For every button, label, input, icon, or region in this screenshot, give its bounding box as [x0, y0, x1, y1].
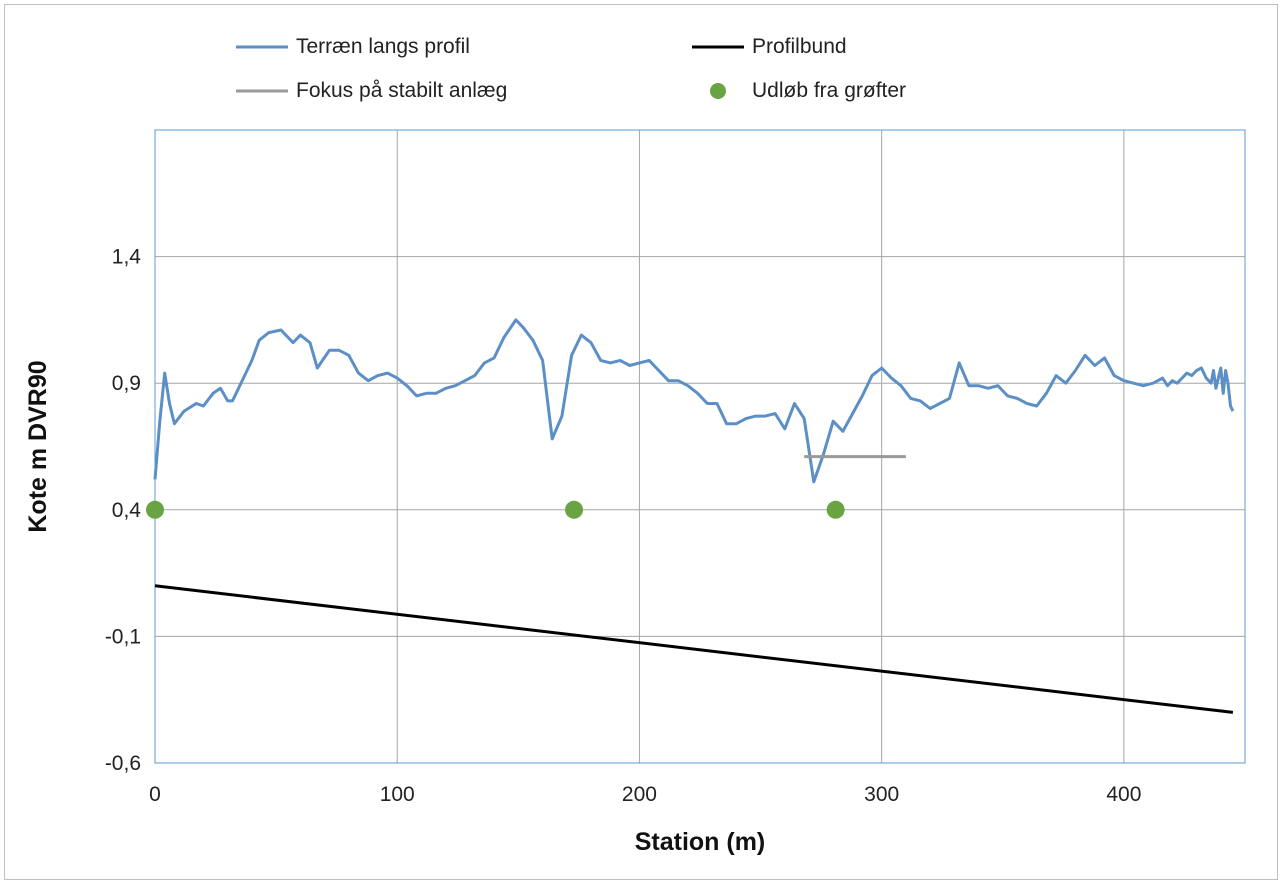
scatter-point [146, 500, 164, 519]
legend-label-terraen: Terræn langs profil [296, 35, 470, 58]
legend-item-fokus: Fokus på stabilt anlæg [236, 78, 507, 104]
scatter-point [565, 500, 584, 519]
x-tick-label: 400 [1106, 783, 1141, 806]
chart-frame [4, 4, 1278, 880]
x-tick-label: 100 [380, 783, 415, 806]
scatter-point [826, 500, 845, 519]
series-line-profilbund [154, 584, 1234, 714]
y-axis-label: Kote m DVR90 [24, 360, 52, 532]
legend-label-udlob: Udløb fra grøfter [752, 79, 907, 102]
legend-swatch-fokus [236, 78, 288, 104]
plot-area-border [154, 129, 1246, 764]
y-tick-label: -0,6 [105, 752, 141, 775]
x-tick-label: 200 [622, 783, 657, 806]
legend-item-udlob: Udløb fra grøfter [692, 78, 906, 104]
legend-swatch-udlob [692, 78, 744, 104]
series-line-terr-n-langs-profil [153, 318, 1235, 484]
y-tick-label: -0,1 [105, 625, 141, 648]
x-tick-label: 0 [149, 783, 161, 806]
x-axis-label: Station (m) [635, 828, 766, 856]
grid [155, 130, 1245, 763]
legend-item-profilbund: Profilbund [692, 34, 847, 60]
x-axis-ticks: 0 100 200 300 400 [149, 783, 1141, 806]
y-tick-label: 0,9 [112, 372, 141, 395]
y-tick-label: 0,4 [112, 499, 142, 522]
legend-label-profilbund: Profilbund [752, 35, 847, 58]
legend-label-fokus: Fokus på stabilt anlæg [296, 79, 508, 102]
legend-marker-udlob [710, 83, 726, 99]
legend-swatch-profilbund [692, 34, 744, 60]
y-tick-label: 1,4 [112, 246, 142, 269]
series-layer [146, 318, 1235, 714]
legend-item-terraen: Terræn langs profil [236, 34, 470, 60]
legend-swatch-terraen [236, 34, 288, 60]
x-tick-label: 300 [864, 783, 899, 806]
y-axis-ticks: -0,6 -0,1 0,4 0,9 1,4 [105, 246, 141, 775]
